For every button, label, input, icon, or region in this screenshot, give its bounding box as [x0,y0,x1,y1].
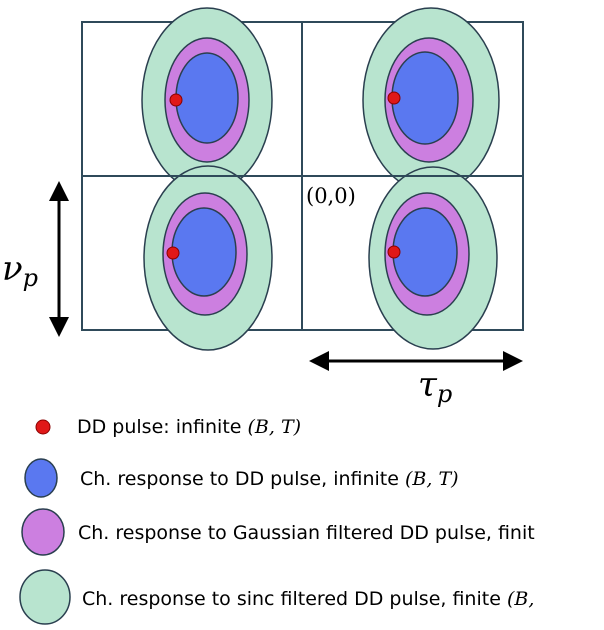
origin-label: (0,0) [306,184,356,208]
dd-pulse-dot [169,93,183,107]
dd-pulse-dot [166,246,180,260]
doppler-axis-label: νp [2,249,38,292]
delay-arrow-head-right [503,351,523,371]
legend-label: DD pulse: infinite (B, T) [77,416,301,438]
grid-dividers [82,22,523,330]
legend-item-dd-pulse: DD pulse: infinite (B, T) [35,416,301,438]
legend-item-sinc-response: Ch. response to sinc filtered DD pulse, … [19,569,534,625]
legend-ellipse-icon [24,458,58,498]
dd-response-ellipse [175,52,239,144]
doppler-arrow-head-up [49,181,69,201]
dd-pulse-dot [387,91,401,105]
legend: DD pulse: infinite (B, T) Ch. response t… [19,416,535,625]
delay-axis-label: τp [418,365,452,408]
legend-dot-icon [35,419,51,435]
delay-arrow-head-left [309,351,329,371]
doppler-axis: νp [2,181,69,337]
delay-axis: τp [309,351,523,408]
dd-pulse-dot [387,245,401,259]
legend-ellipse-icon [19,569,71,625]
legend-label: Ch. response to Gaussian filtered DD pul… [78,522,535,544]
response-bottom-right [368,166,498,350]
response-bottom-left [143,165,273,351]
legend-ellipse-icon [21,508,65,556]
legend-item-gaussian-response: Ch. response to Gaussian filtered DD pul… [21,508,535,556]
legend-item-dd-response: Ch. response to DD pulse, infinite (B, T… [24,458,459,498]
dd-response-ellipse [171,207,237,297]
response-top-left [141,7,273,193]
response-top-right [362,7,500,193]
dd-response-ellipse [392,207,458,297]
legend-label: Ch. response to DD pulse, infinite (B, T… [80,468,459,490]
dd-response-ellipse [391,51,459,145]
legend-label: Ch. response to sinc filtered DD pulse, … [82,588,534,610]
doppler-arrow-head-down [49,317,69,337]
